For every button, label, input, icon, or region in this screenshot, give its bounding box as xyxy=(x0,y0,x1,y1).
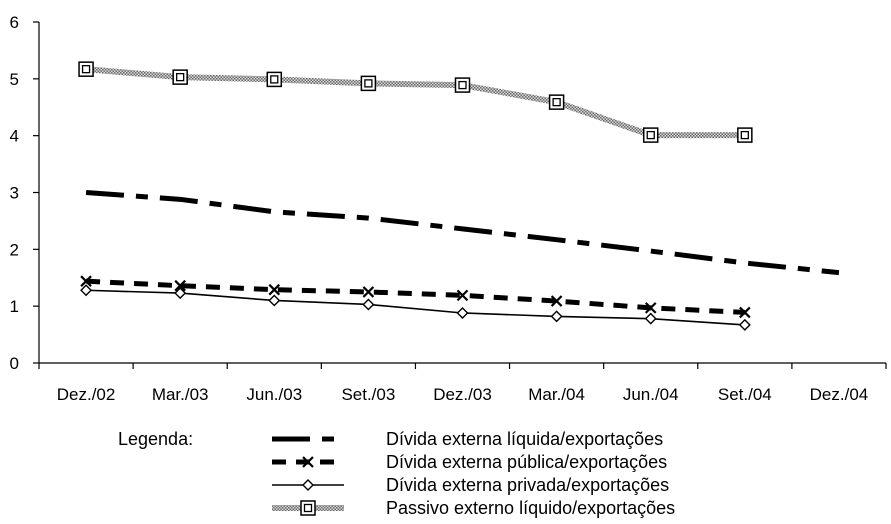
x-tick-label: Mar./03 xyxy=(152,385,209,404)
diamond-marker xyxy=(456,306,469,319)
plot-area: 0 1 2 3 4 5 6 Dez./02 Mar./03 Jun./03 Set./03 Dez./… xyxy=(10,13,887,404)
diamond-marker xyxy=(302,479,314,491)
square-marker xyxy=(78,61,94,77)
x-tick-label: Jun./04 xyxy=(623,385,679,404)
x-marker xyxy=(456,289,469,302)
series-1 xyxy=(85,190,840,276)
x-marker xyxy=(268,283,281,296)
x-marker-stroke xyxy=(174,279,186,292)
x-marker xyxy=(80,275,92,287)
x-marker-stroke xyxy=(302,456,314,468)
y-tick-label: 6 xyxy=(10,13,19,32)
legend-label: Dívida externa líquida/exportações xyxy=(386,429,663,449)
series-line xyxy=(85,190,840,276)
square-marker xyxy=(737,127,753,143)
y-tick-label: 5 xyxy=(10,70,19,89)
x-marker-stroke xyxy=(362,286,375,298)
square-marker-inner xyxy=(270,75,279,84)
diamond-marker xyxy=(268,294,281,307)
x-marker-stroke xyxy=(268,283,281,296)
series-2 xyxy=(80,275,751,319)
square-marker xyxy=(300,500,316,516)
x-tick-label: Dez./03 xyxy=(433,385,492,404)
square-marker xyxy=(360,75,377,92)
square-marker-inner xyxy=(303,503,313,513)
diamond-marker xyxy=(174,287,187,300)
x-marker xyxy=(644,302,657,314)
x-marker-stroke xyxy=(550,295,563,307)
x-marker-stroke xyxy=(739,306,751,319)
diamond-marker xyxy=(738,318,751,331)
y-tick-label: 0 xyxy=(10,354,19,373)
y-tick-label: 1 xyxy=(10,297,19,316)
x-tick-label: Set./04 xyxy=(718,385,772,404)
square-marker-inner xyxy=(740,130,749,140)
x-tick-label: Dez./02 xyxy=(57,385,116,404)
legend-label: Passivo externo líquido/exportações xyxy=(386,498,675,518)
legend-item: Dívida externa privada/exportações xyxy=(272,475,669,495)
legend-title: Legenda: xyxy=(118,429,193,449)
x-marker xyxy=(174,279,186,292)
series-line xyxy=(86,289,745,326)
series-line xyxy=(85,278,745,315)
x-tick-label: Set./03 xyxy=(341,385,395,404)
legend-label: Dívida externa privada/exportações xyxy=(386,475,669,495)
square-marker xyxy=(172,69,188,85)
diamond-marker xyxy=(80,284,93,297)
x-marker xyxy=(550,295,563,307)
x-marker-stroke xyxy=(80,275,92,287)
square-marker xyxy=(548,94,565,110)
x-tick-label: Dez./04 xyxy=(810,385,869,404)
square-marker-inner xyxy=(364,79,373,88)
legend-item: Dívida externa líquida/exportações xyxy=(272,429,663,449)
y-tick-label: 3 xyxy=(10,184,19,203)
series-4 xyxy=(78,61,753,143)
legend-item: Dívida externa pública/exportações xyxy=(272,452,667,472)
diamond-marker xyxy=(644,312,657,325)
square-marker-inner xyxy=(81,65,91,74)
square-marker-inner xyxy=(176,72,185,82)
x-marker xyxy=(302,456,314,468)
series-3 xyxy=(80,284,751,331)
square-marker xyxy=(266,71,283,88)
y-tick-label: 4 xyxy=(10,127,19,146)
square-marker-inner xyxy=(646,130,655,140)
square-marker-inner xyxy=(552,97,561,107)
legend-item: Passivo externo líquido/exportações xyxy=(272,498,675,518)
square-marker-inner xyxy=(458,80,467,90)
square-marker xyxy=(454,77,471,93)
x-marker xyxy=(362,286,375,298)
square-marker xyxy=(642,127,659,143)
x-tick-label: Mar./04 xyxy=(528,385,585,404)
legend: Legenda: Dívida externa líquida/exportaçõ… xyxy=(118,429,675,518)
x-tick-label: Jun./03 xyxy=(246,385,302,404)
x-marker-stroke xyxy=(456,289,469,302)
series-line xyxy=(85,66,745,139)
x-marker-stroke xyxy=(644,302,657,314)
y-tick-label: 2 xyxy=(10,240,19,259)
diamond-marker xyxy=(362,298,375,311)
diamond-marker xyxy=(550,310,563,323)
x-marker xyxy=(739,306,751,319)
legend-label: Dívida externa pública/exportações xyxy=(386,452,667,472)
